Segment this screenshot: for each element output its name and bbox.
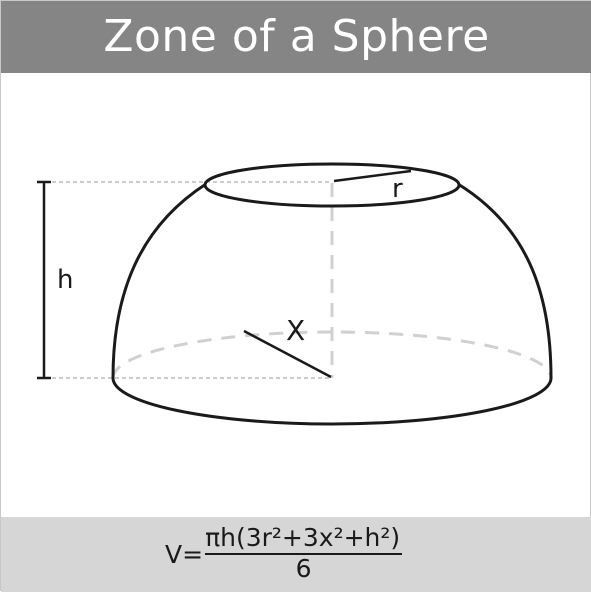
- formula-fraction: πh(3r²+3x²+h²) 6: [205, 524, 403, 584]
- height-label: h: [57, 265, 73, 295]
- top-radius-label: r: [392, 174, 403, 204]
- formula-lhs: V=: [165, 540, 204, 569]
- title-bar: Zone of a Sphere: [1, 1, 591, 73]
- zone-diagram: h r X: [37, 162, 553, 426]
- base-radius-label: X: [286, 314, 305, 347]
- diagram-title: Zone of a Sphere: [103, 11, 490, 62]
- formula-numerator: πh(3r²+3x²+h²): [205, 524, 403, 556]
- left-side-curve: [111, 182, 207, 379]
- base-ellipse-hidden-arc: [111, 330, 553, 379]
- top-ellipse: [203, 162, 461, 208]
- volume-formula: V= πh(3r²+3x²+h²) 6: [165, 517, 403, 592]
- top-radius-line: [333, 169, 412, 183]
- right-side-curve: [457, 182, 553, 379]
- base-radius-line: [243, 329, 332, 379]
- base-ellipse-front-arc: [111, 377, 553, 426]
- formula-bar: V= πh(3r²+3x²+h²) 6: [1, 517, 591, 592]
- formula-denominator: 6: [295, 554, 312, 584]
